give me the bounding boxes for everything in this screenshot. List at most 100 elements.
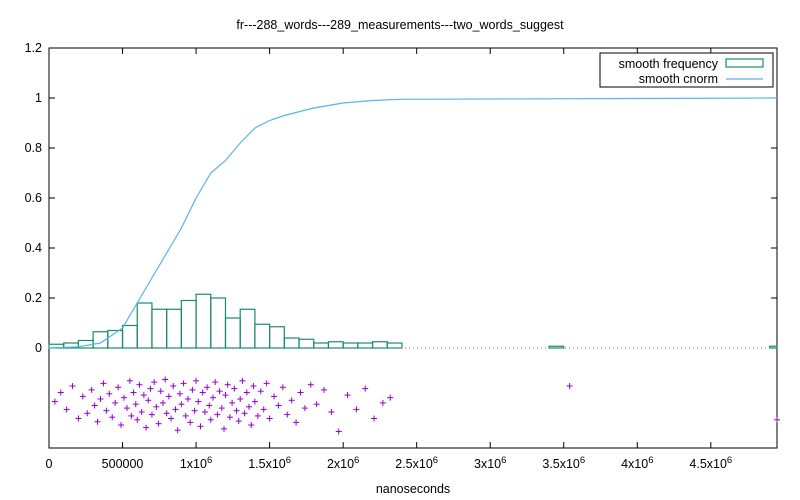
scatter-point [143, 424, 150, 431]
scatter-point [204, 384, 211, 391]
scatter-point [165, 393, 172, 400]
scatter-point [313, 401, 320, 408]
scatter-point [193, 377, 200, 384]
scatter-point [168, 415, 175, 422]
scatter-point [212, 379, 219, 386]
scatter-point [279, 384, 286, 391]
scatter-point [288, 397, 295, 404]
x-axis-label: nanoseconds [376, 482, 450, 496]
legend-swatch-frequency [725, 58, 764, 68]
histogram-bar [371, 341, 388, 349]
y-tick-label: 0 [35, 341, 42, 355]
scatter-point [115, 384, 122, 391]
scatter-point [218, 405, 225, 412]
histogram-bar [283, 337, 300, 349]
histogram-bar [254, 323, 271, 349]
scatter-point [109, 414, 116, 421]
scatter-point [237, 396, 244, 402]
scatter-point [148, 411, 155, 418]
histogram-bar [313, 342, 330, 349]
scatter-point [126, 377, 133, 384]
scatter-point [189, 386, 196, 393]
histogram-bar [269, 326, 285, 349]
scatter-point [566, 383, 573, 389]
scatter-point [174, 427, 181, 434]
scatter-point [257, 388, 264, 395]
histogram-bar [342, 342, 359, 349]
scatter-point [153, 403, 160, 410]
x-tick-label: 2x106 [327, 455, 359, 471]
scatter-point [201, 409, 208, 415]
scatter-point [121, 394, 128, 401]
x-tick-label: 0 [46, 457, 53, 471]
scatter-point [63, 406, 70, 413]
scatter-point [130, 389, 137, 396]
scatter-point [123, 405, 130, 412]
scatter-point [263, 380, 270, 387]
plot-frame [48, 47, 778, 449]
scatter-point [239, 377, 246, 384]
x-tick-label: 4.5x106 [689, 455, 732, 471]
y-axis: 0 0.2 0.4 0.6 0.8 1 1.2 [25, 41, 777, 355]
scatter-point [51, 398, 58, 405]
scatter-point [248, 422, 255, 428]
scatter-point [94, 418, 101, 425]
chart-title: fr---288_words---289_measurements---two_… [236, 18, 564, 32]
scatter-point [157, 388, 164, 395]
y-tick-label: 0.6 [25, 191, 42, 205]
histogram-bar [769, 345, 778, 349]
scatter-point [159, 399, 166, 406]
y-tick-label: 1 [35, 91, 42, 105]
scatter-point [216, 388, 223, 395]
y-tick-label: 0.2 [25, 291, 42, 305]
scatter-point [172, 406, 179, 413]
scatter-point [271, 393, 278, 400]
scatter-point [100, 380, 107, 387]
scatter-point [321, 386, 328, 393]
scatter-point [209, 394, 216, 401]
x-tick-label: 4x106 [621, 455, 653, 471]
scatter-point [328, 409, 335, 415]
histogram-bar [151, 308, 168, 349]
scatter-point [254, 412, 261, 419]
scatter-point [182, 412, 189, 419]
scatter-point [112, 399, 119, 406]
points-series [51, 376, 780, 435]
histogram-bar [180, 299, 197, 349]
scatter-point [57, 389, 64, 396]
legend-label-cnorm: smooth cnorm [639, 72, 718, 86]
legend-box [599, 52, 774, 88]
scatter-point [170, 383, 177, 389]
scatter-point [103, 407, 110, 414]
scatter-point [184, 396, 191, 402]
histogram-bar [224, 317, 241, 349]
scatter-point [233, 407, 240, 414]
scatter-point [226, 414, 233, 421]
cnorm-series [48, 97, 778, 349]
scatter-point [774, 416, 780, 423]
scatter-point [297, 389, 304, 396]
scatter-point [128, 412, 135, 419]
x-tick-label: 3x106 [474, 455, 506, 471]
scatter-point [246, 403, 253, 410]
scatter-point [387, 394, 394, 401]
x-tick-label: 1.5x106 [248, 455, 291, 471]
scatter-point [293, 419, 300, 426]
x-axis: 0 500000 1x106 1.5x106 2x106 2.5x106 3x106 3.5x… [46, 48, 732, 471]
histogram-bar [195, 293, 212, 349]
scatter-point [136, 381, 143, 388]
scatter-point [69, 383, 76, 389]
scatter-point [221, 425, 228, 432]
histogram-bar [121, 324, 138, 349]
scatter-point [275, 402, 282, 409]
x-tick-label: 500000 [102, 457, 144, 471]
scatter-point [307, 381, 314, 388]
scatter-point [335, 428, 342, 435]
histogram-series [48, 293, 778, 349]
scatter-point [362, 385, 369, 392]
scatter-point [97, 396, 104, 402]
scatter-point [235, 418, 242, 425]
scatter-point [91, 402, 98, 409]
histogram-bar [136, 302, 153, 349]
